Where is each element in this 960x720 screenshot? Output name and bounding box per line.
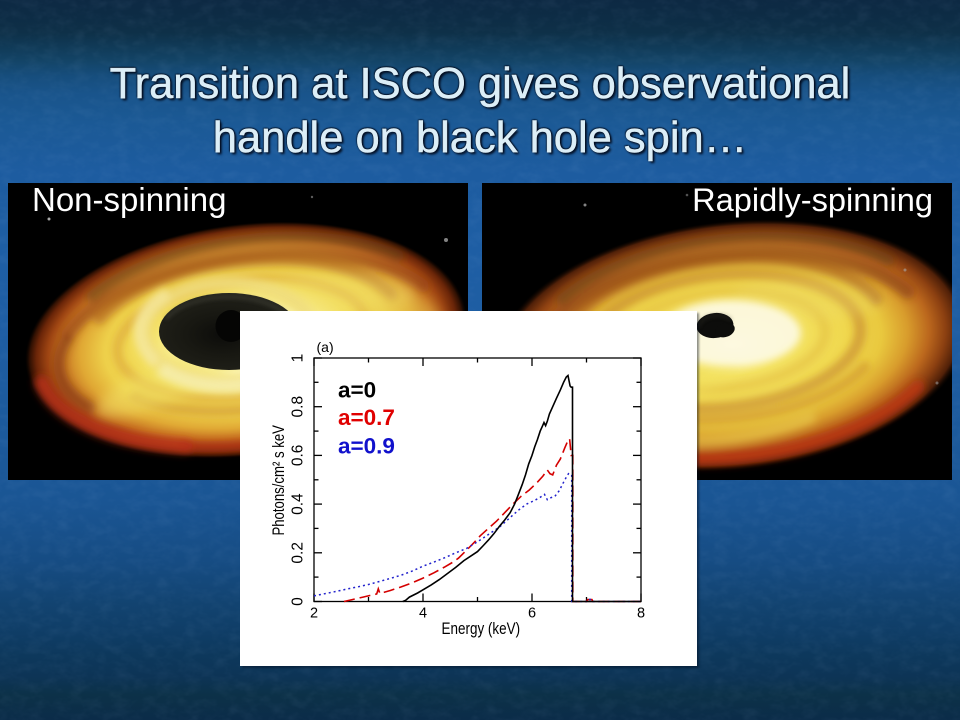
svg-text:6: 6: [528, 606, 536, 622]
svg-text:0: 0: [290, 597, 307, 606]
svg-text:0.4: 0.4: [290, 493, 307, 515]
svg-text:Energy (keV): Energy (keV): [442, 619, 521, 638]
svg-text:0.6: 0.6: [290, 445, 307, 467]
svg-text:2: 2: [310, 606, 318, 622]
svg-text:0.8: 0.8: [290, 396, 307, 418]
svg-text:8: 8: [637, 606, 645, 622]
svg-text:Photons/cm² s keV: Photons/cm² s keV: [269, 425, 288, 536]
svg-text:0.2: 0.2: [290, 542, 307, 564]
svg-text:(a): (a): [317, 339, 334, 355]
svg-text:4: 4: [419, 606, 427, 622]
svg-text:1: 1: [290, 354, 307, 363]
svg-text:a=0: a=0: [338, 378, 376, 403]
svg-text:a=0.7: a=0.7: [338, 405, 395, 430]
svg-text:a=0.9: a=0.9: [338, 434, 395, 459]
